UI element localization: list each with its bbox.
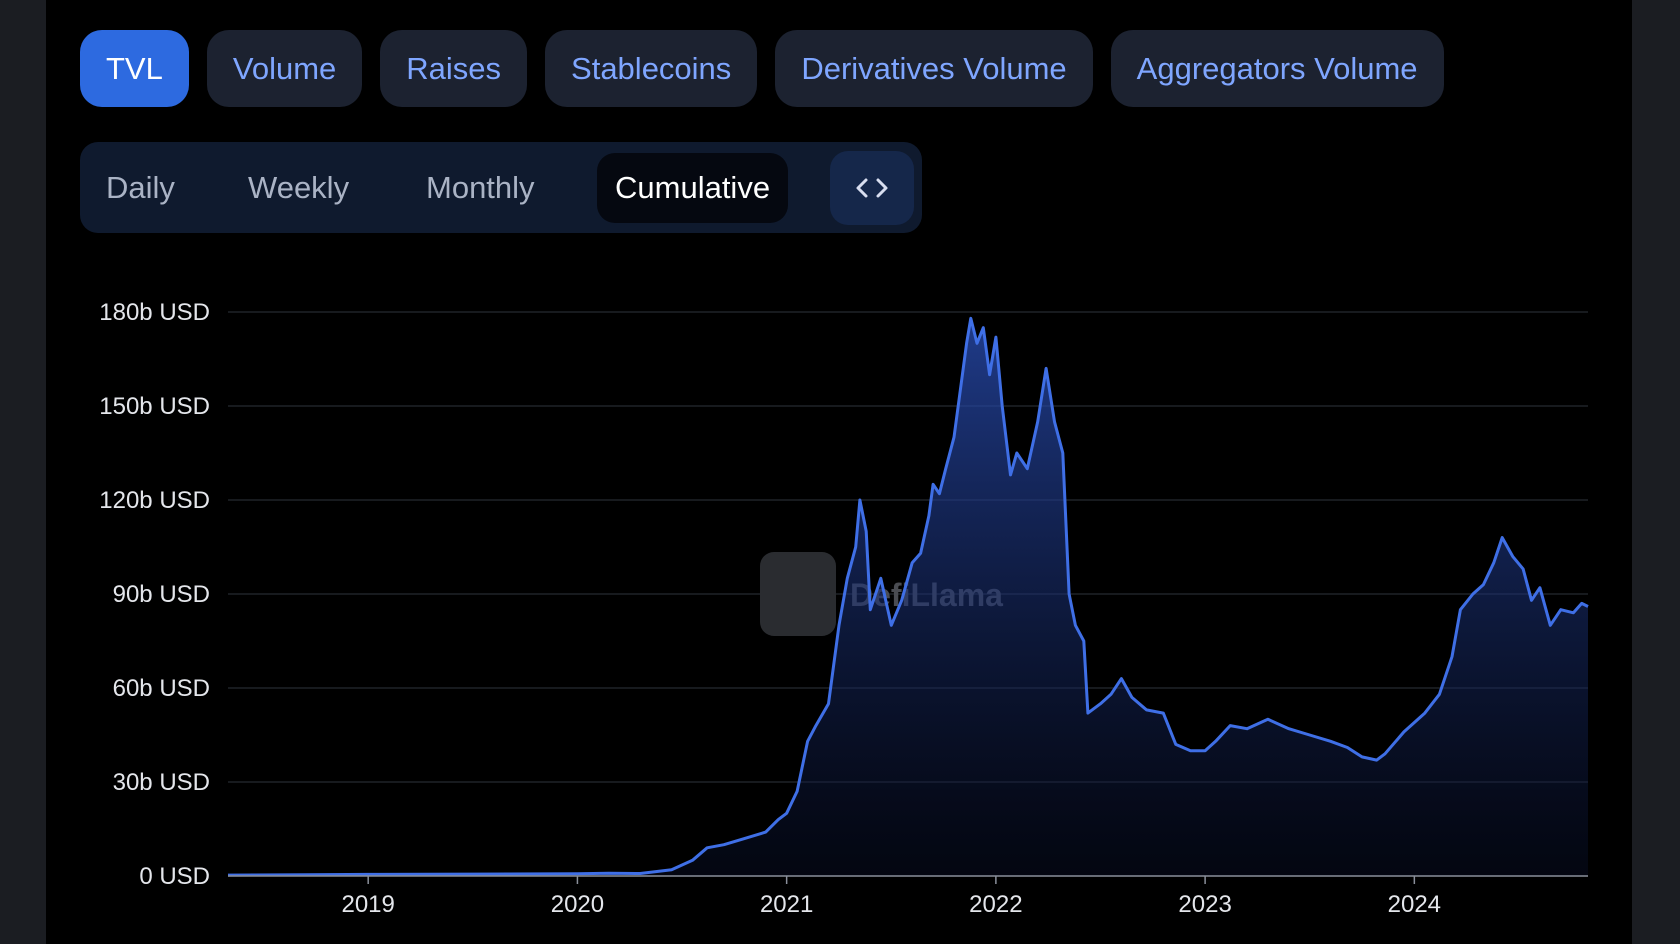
period-weekly[interactable]: Weekly (248, 170, 350, 205)
x-tick-label: 2024 (1388, 891, 1441, 918)
tab-raises[interactable]: Raises (380, 30, 528, 107)
x-tick-label: 2023 (1178, 891, 1231, 918)
tab-tvl[interactable]: TVL (80, 30, 189, 107)
x-axis: 2019 2020 2021 2022 2023 2024 (341, 876, 1441, 918)
tab-derivatives-volume[interactable]: Derivatives Volume (775, 30, 1093, 107)
period-daily[interactable]: Daily (106, 170, 175, 205)
x-tick-label: 2019 (341, 891, 394, 918)
y-axis: 0 USD 30b USD 60b USD 90b USD 120b USD 150b U… (99, 299, 210, 890)
x-tick-label: 2020 (551, 891, 604, 918)
tvl-line (227, 316, 1589, 877)
metric-tabs: TVL Volume Raises Stablecoins Derivative… (80, 30, 1444, 107)
y-tick-label: 60b USD (113, 675, 210, 702)
y-tick-label: 150b USD (99, 393, 210, 420)
y-tick-label: 180b USD (99, 299, 210, 326)
embed-button[interactable] (830, 151, 914, 225)
x-tick-label: 2022 (969, 891, 1022, 918)
y-tick-label: 30b USD (113, 769, 210, 796)
x-tick-label: 2021 (760, 891, 813, 918)
period-cumulative[interactable]: Cumulative (597, 153, 789, 223)
llama-logo-icon (760, 552, 836, 636)
y-tick-label: 120b USD (99, 487, 210, 514)
period-selector: Daily Weekly Monthly Cumulative (80, 142, 922, 233)
y-tick-label: 0 USD (139, 863, 210, 890)
code-icon (856, 178, 888, 198)
y-tick-label: 90b USD (113, 581, 210, 608)
tvl-area (228, 318, 1588, 876)
tab-stablecoins[interactable]: Stablecoins (545, 30, 758, 107)
period-monthly[interactable]: Monthly (426, 170, 535, 205)
tab-aggregators-volume[interactable]: Aggregators Volume (1110, 30, 1444, 107)
tab-volume[interactable]: Volume (206, 30, 363, 107)
